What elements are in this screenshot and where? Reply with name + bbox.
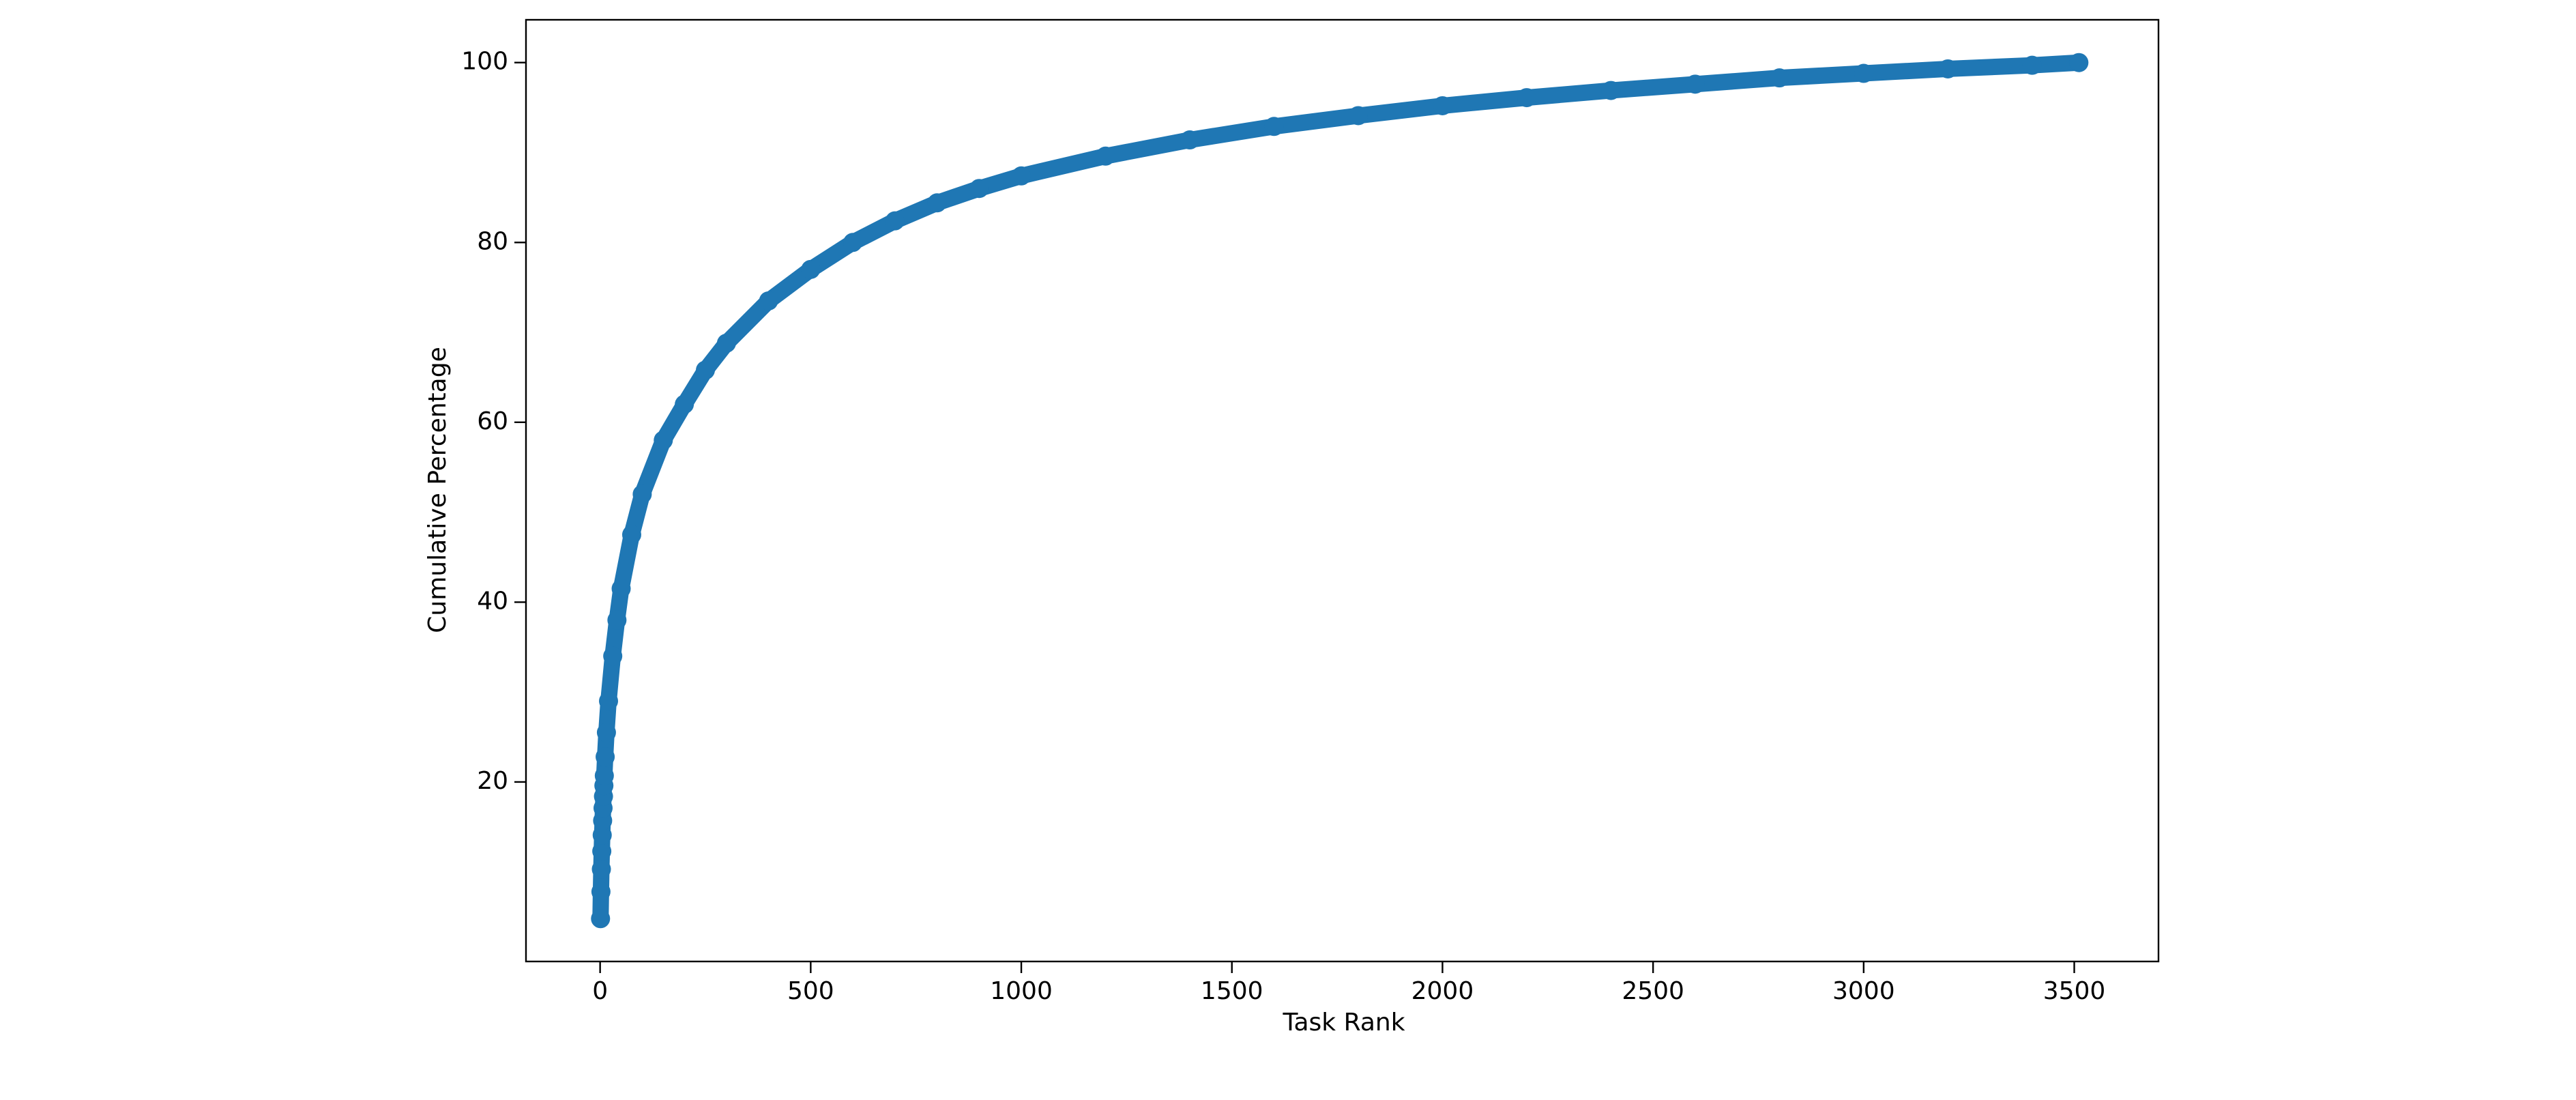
marker: [1096, 146, 1115, 166]
marker: [1770, 68, 1789, 88]
marker: [591, 882, 611, 901]
y-tick-label: 20: [477, 767, 508, 795]
y-tick-label: 100: [461, 48, 508, 76]
y-axis-label: Cumulative Percentage: [424, 347, 452, 633]
marker: [596, 747, 615, 767]
marker: [1938, 59, 1958, 78]
marker: [1601, 81, 1621, 100]
marker: [599, 691, 619, 711]
y-tick-label: 80: [477, 227, 508, 255]
x-tick-label: 3500: [2043, 977, 2106, 1005]
marker: [675, 394, 694, 414]
marker: [654, 431, 673, 450]
marker: [1012, 166, 1031, 186]
x-axis-label: Task Rank: [1282, 1009, 1405, 1037]
y-tick-label: 40: [477, 587, 508, 615]
marker: [969, 179, 989, 199]
marker: [716, 333, 736, 353]
x-tick-label: 3000: [1832, 977, 1895, 1005]
marker: [1264, 117, 1284, 136]
x-tick-label: 0: [592, 977, 608, 1005]
marker: [1433, 96, 1452, 115]
marker: [759, 291, 778, 310]
marker: [594, 766, 614, 785]
marker: [1685, 74, 1705, 94]
marker: [1517, 88, 1536, 108]
marker: [596, 723, 616, 742]
marker: [927, 193, 947, 213]
x-tick-label: 2000: [1411, 977, 1474, 1005]
line: [592, 54, 2088, 927]
marker: [603, 646, 623, 666]
marker: [2069, 53, 2089, 72]
marker: [2022, 55, 2042, 75]
marker: [611, 579, 631, 598]
marker: [696, 360, 716, 380]
marker: [621, 525, 641, 545]
x-tick-label: 500: [787, 977, 834, 1005]
marker: [1854, 63, 1873, 83]
marker: [801, 259, 821, 279]
x-tick-label: 1500: [1201, 977, 1263, 1005]
marker: [632, 484, 652, 504]
y-tick-label: 60: [477, 407, 508, 435]
marker: [591, 859, 611, 879]
marker: [885, 211, 905, 231]
marker: [592, 825, 612, 845]
marker: [1180, 130, 1200, 150]
plot-frame: [525, 18, 2160, 963]
x-tick-label: 2500: [1622, 977, 1684, 1005]
marker: [843, 233, 863, 252]
marker: [591, 909, 611, 929]
x-tick-label: 1000: [990, 977, 1053, 1005]
marker: [1348, 106, 1368, 126]
marker: [592, 841, 612, 861]
marker: [607, 610, 627, 630]
